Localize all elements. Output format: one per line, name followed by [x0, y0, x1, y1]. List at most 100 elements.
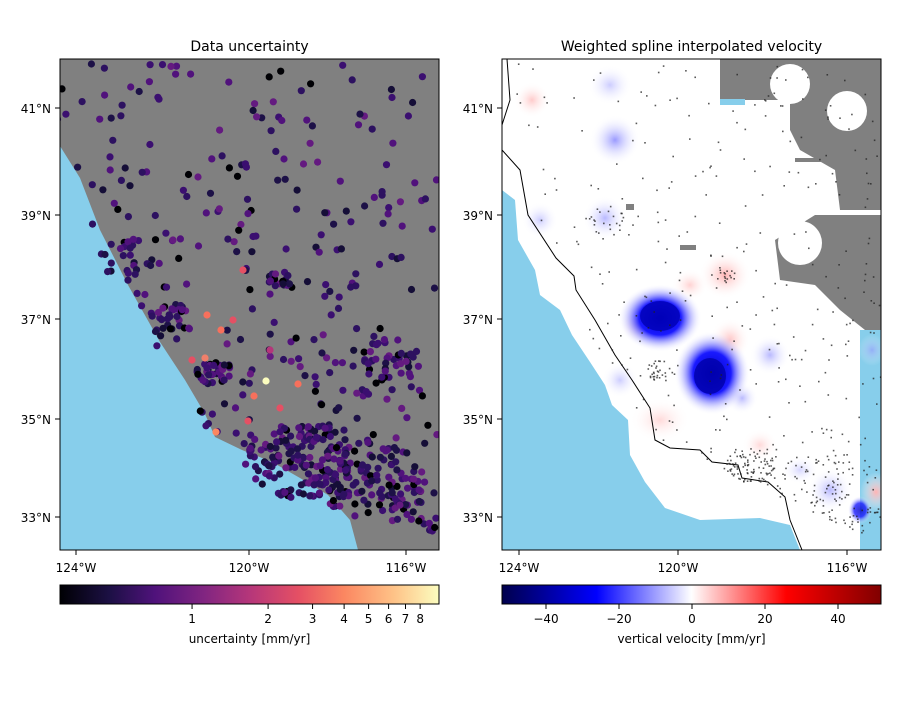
station-point — [760, 472, 762, 474]
uncertainty-colorbar-tick-label: 8 — [416, 612, 424, 626]
station-marker — [339, 61, 347, 69]
station-point — [726, 270, 728, 272]
station-marker — [146, 140, 154, 149]
station-points — [495, 63, 881, 534]
station-marker — [201, 354, 209, 362]
station-marker — [88, 181, 96, 189]
station-marker — [236, 335, 245, 344]
station-point — [838, 194, 841, 196]
station-point — [753, 468, 755, 471]
station-point — [773, 477, 776, 479]
station-point — [723, 415, 725, 418]
station-marker — [272, 147, 280, 155]
station-point — [776, 77, 778, 79]
station-marker — [107, 240, 115, 248]
station-point — [750, 480, 752, 482]
station-point — [812, 511, 815, 513]
station-marker — [287, 432, 295, 440]
station-point — [747, 464, 749, 467]
station-point — [655, 365, 658, 368]
station-marker — [117, 176, 125, 184]
station-point — [779, 487, 781, 490]
station-point — [635, 407, 638, 409]
station-marker — [421, 439, 429, 447]
station-point — [495, 90, 497, 92]
station-point — [776, 65, 779, 68]
station-marker — [220, 376, 228, 384]
station-marker — [246, 286, 254, 294]
station-point — [721, 255, 724, 258]
station-marker — [388, 93, 396, 102]
station-point — [822, 338, 825, 340]
station-point — [830, 429, 833, 432]
station-point — [609, 224, 611, 226]
station-marker — [141, 290, 149, 299]
station-point — [768, 348, 771, 351]
station-point — [862, 383, 864, 385]
station-marker — [183, 192, 191, 201]
station-point — [657, 240, 660, 243]
station-marker — [372, 355, 380, 363]
station-point — [677, 364, 679, 367]
station-marker — [376, 324, 384, 333]
station-point — [815, 183, 817, 185]
station-point — [770, 469, 773, 472]
station-point — [804, 482, 806, 484]
station-marker — [294, 451, 302, 459]
station-point — [813, 484, 816, 487]
station-point — [765, 472, 768, 475]
station-point — [621, 364, 623, 366]
station-point — [871, 120, 874, 123]
station-point — [723, 275, 726, 278]
station-point — [789, 140, 792, 143]
station-point — [867, 182, 870, 185]
uncertainty-colorbar-gradient — [59, 584, 440, 605]
right-y-tick-label: 37°N — [463, 313, 493, 327]
station-marker — [398, 404, 406, 412]
station-marker — [397, 369, 405, 377]
station-marker — [394, 336, 402, 344]
station-point — [593, 219, 595, 221]
station-marker — [405, 363, 413, 371]
station-point — [879, 516, 881, 518]
station-marker — [374, 464, 382, 472]
station-point — [741, 450, 743, 452]
station-marker — [351, 447, 359, 455]
station-marker — [168, 305, 176, 313]
station-point — [609, 228, 612, 231]
station-marker — [239, 391, 247, 399]
station-point — [767, 95, 770, 97]
station-point — [819, 158, 821, 161]
station-marker — [306, 492, 314, 500]
station-marker — [293, 445, 302, 453]
station-point — [652, 371, 655, 374]
station-point — [619, 229, 621, 231]
station-point — [719, 269, 722, 272]
station-marker — [296, 363, 304, 371]
station-marker — [299, 490, 307, 498]
station-point — [723, 467, 726, 470]
station-point — [652, 376, 655, 378]
station-marker — [341, 450, 349, 458]
left-y-axis: 41°N 39°N 37°N 35°N 33°N — [21, 102, 60, 525]
station-point — [596, 208, 599, 210]
station-point — [764, 99, 766, 101]
station-marker — [432, 176, 439, 184]
station-marker — [332, 444, 341, 452]
station-point — [761, 477, 764, 480]
station-point — [822, 464, 825, 466]
station-marker — [275, 452, 283, 460]
station-point — [653, 378, 655, 380]
station-marker — [126, 244, 134, 252]
station-point — [852, 319, 854, 322]
station-marker — [248, 248, 256, 256]
station-marker — [145, 78, 153, 86]
station-marker — [269, 453, 277, 461]
station-point — [664, 219, 667, 221]
station-point — [742, 453, 744, 456]
station-point — [747, 472, 749, 475]
station-marker — [220, 400, 229, 408]
station-point — [628, 234, 630, 236]
station-marker — [225, 164, 233, 172]
station-marker — [421, 478, 429, 486]
